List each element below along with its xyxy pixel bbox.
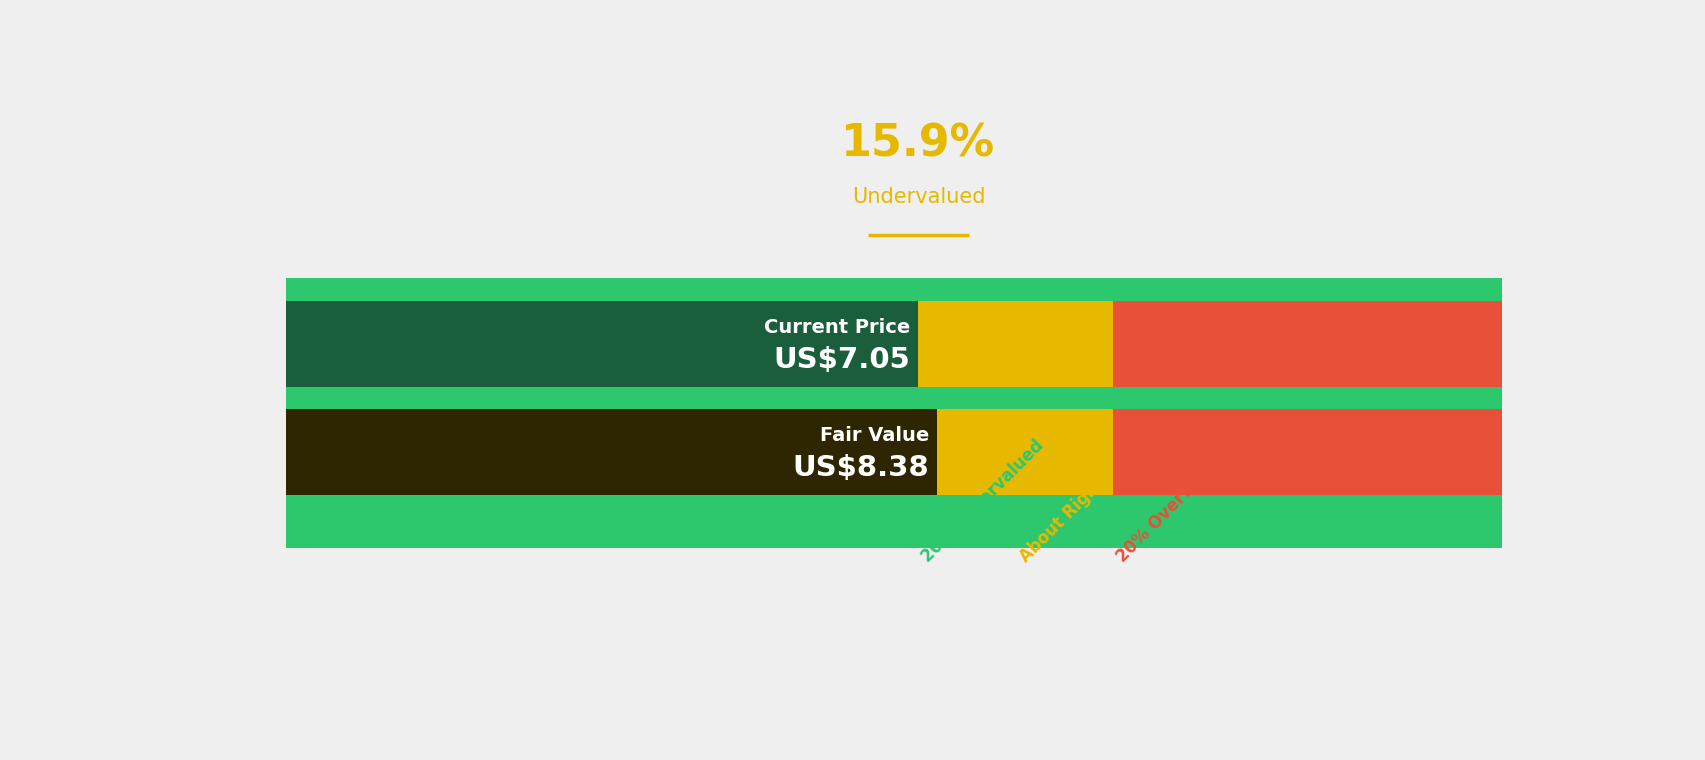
- Bar: [917, 278, 1112, 548]
- Bar: [286, 300, 917, 387]
- Text: US$8.38: US$8.38: [791, 454, 928, 482]
- Bar: [286, 278, 1502, 300]
- Text: Undervalued: Undervalued: [851, 186, 985, 207]
- Text: 20% Undervalued: 20% Undervalued: [917, 437, 1047, 566]
- Text: 15.9%: 15.9%: [841, 122, 996, 166]
- Text: 20% Overvalued: 20% Overvalued: [1112, 445, 1233, 566]
- Text: About Right: About Right: [1014, 474, 1107, 566]
- Text: Current Price: Current Price: [764, 318, 910, 337]
- Bar: [286, 387, 1502, 409]
- Bar: [286, 409, 936, 495]
- Bar: [286, 495, 1502, 548]
- Bar: [1112, 278, 1502, 548]
- Text: Fair Value: Fair Value: [818, 426, 928, 445]
- Bar: [286, 278, 917, 548]
- Text: US$7.05: US$7.05: [774, 346, 910, 374]
